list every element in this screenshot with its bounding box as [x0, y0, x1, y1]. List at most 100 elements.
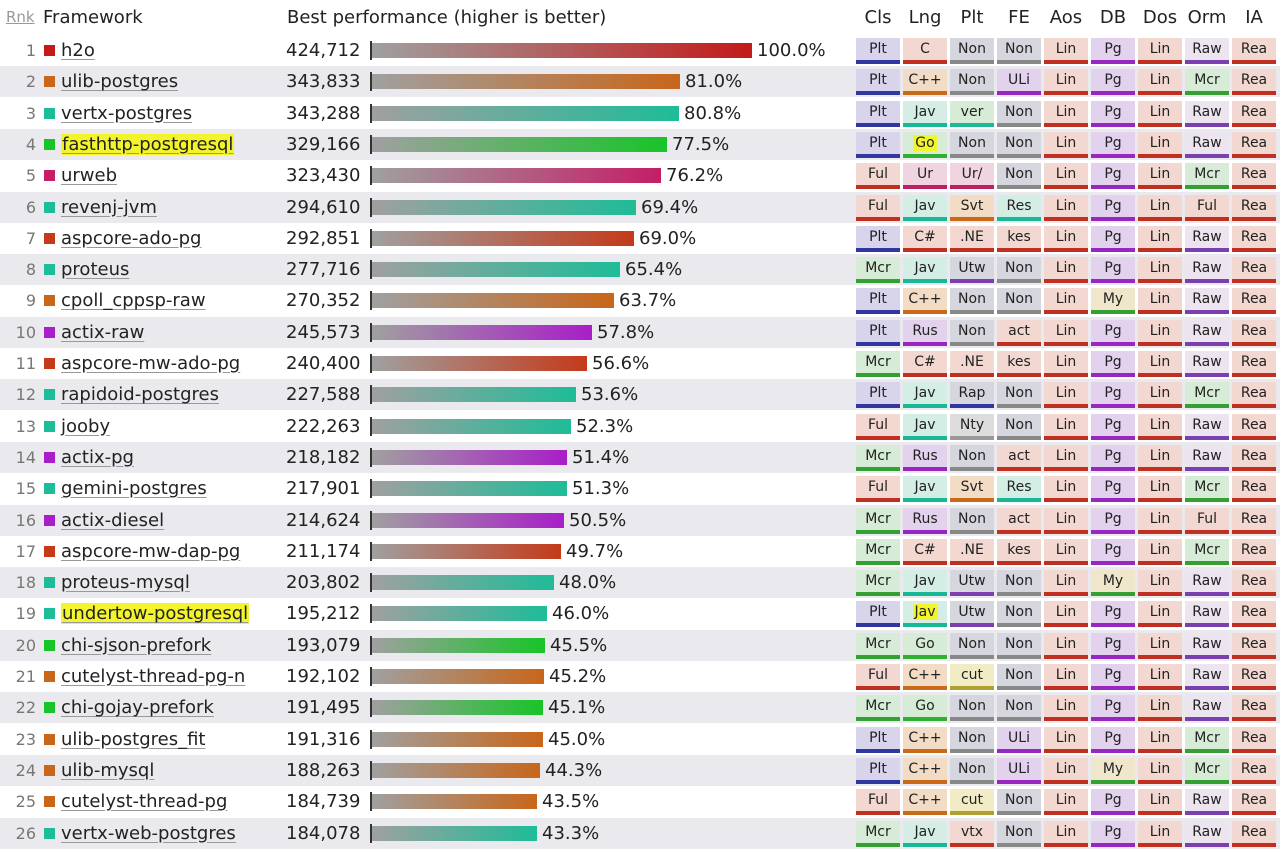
rank-number: 9	[25, 291, 36, 311]
attr-tag-db: Pg	[1091, 726, 1135, 753]
table-row: 7 aspcore-ado-pg 292,851 69.0% Plt C# .NE kes Li…	[0, 222, 1280, 254]
framework-name-link[interactable]: cpoll_cppsp-raw	[61, 290, 206, 312]
attr-tag-ia: Rea	[1232, 382, 1276, 409]
framework-name-link[interactable]: ulib-mysql	[61, 759, 155, 781]
attr-header-orm: Orm	[1187, 7, 1227, 28]
attr-tag-ia: Rea	[1232, 632, 1276, 659]
framework-name-link[interactable]: cutelyst-thread-pg	[61, 791, 228, 813]
attr-tag-dos: Lin	[1138, 757, 1182, 784]
framework-name-link[interactable]: revenj-jvm	[61, 196, 157, 218]
framework-name-link[interactable]: cutelyst-thread-pg-n	[61, 666, 246, 687]
attr-tag-fe: Non	[997, 570, 1041, 597]
rank-number: 15	[15, 479, 36, 499]
performance-bar	[372, 731, 543, 747]
attr-tag-orm: Raw	[1185, 632, 1229, 659]
table-row: 12 rapidoid-postgres 227,588 53.6% Plt Jav Rap…	[0, 379, 1280, 411]
attr-tag-aos: Lin	[1044, 632, 1088, 659]
attr-tag-lng: Jav	[903, 194, 947, 221]
performance-percent: 45.2%	[549, 666, 607, 687]
language-color-swatch	[44, 420, 55, 432]
table-row: 2 ulib-postgres 343,833 81.0% Plt C++ Non ULi Li…	[0, 66, 1280, 98]
framework-name-link[interactable]: vertx-postgres	[61, 102, 193, 124]
language-color-swatch	[44, 671, 55, 682]
attr-tag-cls: Mcr	[856, 444, 900, 471]
bar-baseline-tick	[370, 792, 372, 812]
attr-tag-orm: Raw	[1185, 570, 1229, 597]
attr-tag-ia: Rea	[1232, 351, 1276, 377]
framework-name-link[interactable]: urweb	[61, 165, 118, 187]
bar-baseline-tick	[370, 291, 372, 311]
performance-percent: 51.4%	[572, 446, 630, 468]
attr-tag-fe: ULi	[997, 69, 1041, 96]
framework-name-link[interactable]: aspcore-mw-ado-pg	[61, 353, 241, 374]
language-color-swatch	[44, 764, 55, 776]
bar-baseline-tick	[370, 729, 372, 749]
framework-name-link[interactable]: actix-diesel	[61, 509, 165, 531]
attr-tag-lng: Jav	[903, 601, 947, 628]
rank-number: 2	[25, 72, 36, 92]
attr-tag-lng: C++	[903, 757, 947, 784]
framework-name-link[interactable]: chi-sjson-prefork	[61, 634, 212, 656]
performance-bar	[372, 637, 545, 653]
rank-column-header[interactable]: Rnk	[6, 8, 35, 26]
framework-name-link[interactable]: ulib-postgres	[61, 71, 179, 93]
language-color-swatch	[44, 733, 55, 745]
performance-column-header: Best performance (higher is better)	[287, 7, 607, 28]
bar-baseline-tick	[370, 760, 372, 780]
attr-tag-lng: Jav	[903, 100, 947, 127]
attr-tag-dos: Lin	[1138, 538, 1182, 565]
attr-tag-fe: Non	[997, 601, 1041, 628]
framework-name-link[interactable]: fasthttp-postgresql	[61, 133, 235, 155]
attr-tag-fe: kes	[997, 351, 1041, 377]
attr-tag-aos: Lin	[1044, 194, 1088, 221]
attr-tag-lng: C	[903, 38, 947, 64]
performance-bar	[372, 449, 567, 465]
rank-number: 5	[25, 166, 36, 186]
attr-tag-orm: Mcr	[1185, 476, 1229, 503]
attr-tag-lng: Rus	[903, 507, 947, 534]
framework-name-link[interactable]: gemini-postgres	[61, 478, 207, 500]
framework-name-link[interactable]: proteus-mysql	[61, 572, 190, 594]
attr-tag-cls: Mcr	[856, 570, 900, 597]
rank-number: 22	[15, 698, 36, 718]
attr-tag-cls: Ful	[856, 664, 900, 690]
attr-tag-plt: cut	[950, 664, 994, 690]
attr-tag-aos: Lin	[1044, 726, 1088, 753]
attr-tag-aos: Lin	[1044, 351, 1088, 377]
rank-number: 24	[15, 760, 36, 780]
language-color-swatch	[44, 827, 55, 839]
rank-number: 20	[15, 635, 36, 655]
attr-tag-orm: Ful	[1185, 194, 1229, 221]
framework-name-link[interactable]: vertx-web-postgres	[61, 822, 236, 844]
framework-name-link[interactable]: actix-raw	[61, 321, 145, 343]
performance-percent: 76.2%	[666, 165, 724, 187]
performance-value: 329,166	[286, 133, 361, 155]
framework-name-link[interactable]: actix-pg	[61, 446, 134, 468]
framework-name-link[interactable]: chi-gojay-prefork	[61, 697, 214, 719]
framework-name-link[interactable]: jooby	[61, 415, 111, 437]
rank-number: 18	[15, 573, 36, 593]
framework-name-link[interactable]: aspcore-ado-pg	[61, 227, 202, 249]
performance-percent: 48.0%	[559, 572, 617, 594]
attr-tag-plt: Non	[950, 757, 994, 784]
attr-tag-aos: Lin	[1044, 225, 1088, 252]
attr-tag-dos: Lin	[1138, 288, 1182, 315]
attr-tag-dos: Lin	[1138, 38, 1182, 64]
performance-percent: 45.5%	[550, 634, 608, 656]
framework-name-link[interactable]: rapidoid-postgres	[61, 384, 219, 406]
performance-bar	[372, 43, 752, 58]
language-color-swatch	[44, 577, 55, 589]
framework-name-link[interactable]: h2o	[61, 40, 95, 61]
framework-name-link[interactable]: proteus	[61, 259, 130, 281]
performance-value: 424,712	[286, 40, 361, 61]
attr-tag-cls: Plt	[856, 757, 900, 784]
attr-tag-lng: Rus	[903, 444, 947, 471]
table-row: 23 ulib-postgres_fit 191,316 45.0% Plt C++ Non…	[0, 723, 1280, 755]
framework-name-link[interactable]: aspcore-mw-dap-pg	[61, 540, 241, 562]
framework-name-link[interactable]: ulib-postgres_fit	[61, 728, 206, 750]
attr-tag-lng: C++	[903, 288, 947, 315]
framework-name-link[interactable]: undertow-postgresql	[61, 603, 250, 625]
attr-tag-fe: kes	[997, 538, 1041, 565]
attr-tag-orm: Mcr	[1185, 538, 1229, 565]
